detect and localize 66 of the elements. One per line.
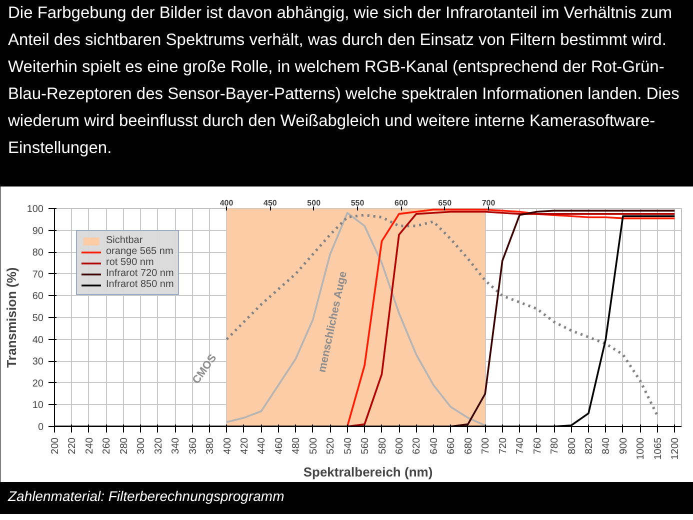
x-tick-label: 300 (136, 437, 148, 454)
y-tick-label: 10 (32, 400, 44, 412)
text: Zahlenmaterial: Filterberechnungsprogramm (8, 488, 284, 505)
y-tick-label: 100 (26, 204, 44, 215)
x-tick-label: 800 (566, 437, 578, 454)
x-tick-label: 560 (360, 437, 372, 454)
x-tick-label: 540 (342, 437, 354, 454)
x-tick-label: 200 (50, 437, 61, 454)
x-tick-label: 580 (377, 437, 388, 454)
x-tick-label: 420 (239, 437, 250, 454)
x-tick-label: 820 (584, 437, 595, 454)
x-tick-label: 320 (153, 437, 164, 454)
x-tick-label: 680 (463, 437, 474, 454)
x-tick-label: 340 (170, 437, 182, 454)
x2-tick-label: 500 (307, 198, 322, 208)
y-tick-label: 70 (32, 269, 44, 280)
legend-label: orange 565 nm (106, 246, 174, 257)
y-tick-label: 40 (32, 334, 44, 346)
x-tick-label: 780 (550, 437, 561, 454)
x-tick-label: 360 (188, 437, 199, 454)
x-tick-label: 740 (515, 437, 526, 454)
x-tick-label: 620 (412, 437, 423, 454)
x-tick-label: 520 (326, 437, 337, 454)
x-tick-label: 1200 (670, 437, 682, 460)
x-tick-label: 900 (618, 437, 630, 454)
x-tick-label: 280 (118, 437, 130, 454)
y-tick-label: 60 (32, 291, 44, 302)
x-tick-label: 260 (102, 437, 113, 454)
x-tick-label: 1000 (636, 437, 647, 460)
y-tick-label: 20 (32, 378, 44, 390)
legend-label: rot 590 nm (106, 257, 154, 268)
x2-tick-label: 450 (264, 198, 278, 208)
x-tick-label: 500 (308, 437, 320, 454)
y-tick-label: 80 (32, 248, 44, 259)
y-tick-label: 30 (32, 356, 44, 368)
x-tick-label: 700 (480, 437, 492, 454)
x2-tick-label: 600 (394, 198, 408, 208)
x-tick-label: 600 (394, 437, 406, 454)
x-tick-label: 760 (532, 437, 544, 454)
x-axis-title: Spektralbereich (nm) (303, 464, 433, 480)
legend-label: Infrarot 720 nm (106, 268, 174, 279)
x-tick-label: 640 (428, 437, 440, 454)
x-tick-label: 440 (256, 437, 268, 454)
x-tick-label: 240 (84, 437, 96, 454)
x-tick-label: 1065 (652, 437, 664, 460)
x2-tick-label: 400 (220, 198, 234, 208)
x-tick-label: 220 (67, 437, 78, 454)
x2-tick-label: 650 (438, 198, 452, 208)
x-tick-label: 660 (446, 437, 458, 454)
x2-tick-label: 700 (482, 198, 496, 208)
y-tick-label: 0 (38, 422, 44, 433)
x-tick-label: 400 (222, 437, 234, 454)
y-tick-label: 90 (32, 226, 44, 237)
x-tick-label: 460 (274, 437, 285, 454)
x-tick-label: 380 (205, 437, 216, 454)
legend-label: Sichtbar (106, 235, 143, 246)
x-tick-label: 840 (601, 437, 612, 454)
x2-tick-label: 550 (350, 198, 365, 208)
legend-label: Infrarot 850 nm (106, 279, 174, 290)
line-series (225, 214, 659, 417)
y-tick-label: 50 (32, 313, 44, 324)
chart-title: Die Farbgebung der Bilder ist davon abhängig, wie sich der Infrarotanteil im Verhältnis zum Anteil des sichtbaren Spektrums verhält, was durch den Einsatz von Filtern bestimmt wird. (8, 3, 674, 51)
chart-subtitle: Weiterhin spielt es eine große Rolle, in welchem RGB-Kanal (entsprechend der Rot-Grün-Blau-Rezeptoren des Sensor-Bayer-Patterns) welche spektralen Informationen landen. Dies wiederum wird beeinflusst durch den Weißabgleich und weitere interne Kamerasoftware-Einstellungen. (8, 57, 680, 159)
x-tick-label: 480 (291, 437, 302, 454)
y-axis-title: Transmision (%) (4, 267, 19, 368)
x-tick-label: 720 (498, 437, 509, 454)
